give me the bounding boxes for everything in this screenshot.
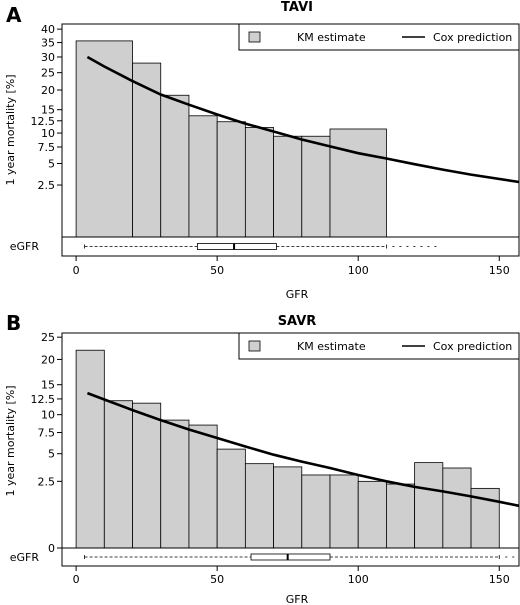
bar-tavi-2 (160, 94, 190, 238)
y-tick-label-tavi-1: 5 (48, 158, 55, 171)
x-tick-label-tavi-3: 150 (489, 264, 510, 277)
bar-savr-6 (244, 463, 274, 549)
y-tick-label-savr-1: 2.5 (38, 475, 56, 488)
x-tick-label-savr-0: 0 (73, 573, 80, 586)
x-tick-label-savr-2: 100 (348, 573, 369, 586)
legend-swatch-km-tavi (248, 31, 261, 43)
y-tick-label-tavi-7: 25 (41, 67, 55, 80)
legend-box-savr (238, 332, 520, 360)
bar-savr-10 (357, 480, 387, 549)
y-tick-label-savr-0: 0 (48, 542, 55, 555)
bar-savr-9 (329, 474, 359, 549)
y-axis-label-tavi: 1 year mortality [%] (4, 74, 17, 185)
legend-tavi: KM estimate Cox prediction (238, 23, 520, 51)
bar-savr-5 (216, 448, 246, 549)
x-tick-label-tavi-1: 50 (210, 264, 224, 277)
panel-savr: B SAVR 1 year mortality [%] eGFR GFR 0 2.… (4, 311, 520, 605)
bar-savr-4 (188, 424, 218, 549)
y-tick-label-tavi-8: 30 (41, 51, 55, 64)
bar-tavi-6 (273, 135, 303, 238)
panel-letter-b: B (6, 311, 21, 335)
bar-savr-0 (75, 349, 105, 549)
y-tick-label-tavi-4: 12.5 (31, 115, 56, 128)
legend-box-tavi (238, 23, 520, 51)
bar-savr-1 (103, 400, 133, 549)
x-axis-label-tavi: GFR (286, 288, 309, 301)
y-axis-label-savr: 1 year mortality [%] (4, 385, 17, 496)
x-tick-label-tavi-0: 0 (73, 264, 80, 277)
bar-savr-3 (160, 419, 190, 549)
bar-savr-11 (386, 483, 416, 549)
bar-tavi-4 (216, 121, 246, 238)
y-tick-label-tavi-3: 10 (41, 127, 55, 140)
bar-tavi-5 (244, 127, 274, 238)
legend-label-cox-tavi: Cox prediction (433, 31, 512, 44)
y-tick-label-tavi-0: 2.5 (38, 179, 56, 192)
bar-savr-12 (414, 462, 444, 549)
panel-tavi: A TAVI 1 year mortality [%] eGFR GFR 2.5… (4, 0, 520, 301)
legend-label-cox-savr: Cox prediction (433, 340, 512, 353)
y-tick-label-savr-7: 20 (41, 353, 55, 366)
boxplot-label-tavi: eGFR (10, 240, 40, 253)
x-tick-label-savr-1: 50 (210, 573, 224, 586)
bar-tavi-3 (188, 115, 218, 238)
y-tick-label-savr-5: 12.5 (31, 393, 56, 406)
x-axis-label-savr: GFR (286, 593, 309, 605)
x-tick-label-savr-3: 150 (489, 573, 510, 586)
y-tick-label-savr-2: 5 (48, 448, 55, 461)
cox-curve-savr (86, 391, 520, 508)
chart-title-savr: SAVR (278, 314, 317, 329)
boxplot-box-tavi (197, 243, 277, 250)
boxplot-box-savr (250, 553, 331, 561)
chart-title-tavi: TAVI (281, 0, 313, 15)
boxplot-label-savr: eGFR (10, 551, 40, 564)
cox-curve-tavi (86, 55, 520, 184)
bar-tavi-7 (301, 135, 331, 238)
y-tick-label-tavi-6: 20 (41, 84, 55, 97)
bar-savr-7 (273, 466, 303, 549)
y-tick-label-tavi-10: 40 (41, 23, 55, 36)
bar-savr-2 (132, 402, 162, 549)
bar-tavi-0 (75, 40, 133, 238)
y-tick-label-savr-3: 7.5 (38, 427, 56, 440)
legend-swatch-km-savr (248, 340, 261, 352)
bar-savr-8 (301, 474, 331, 549)
y-tick-label-tavi-5: 15 (41, 104, 55, 117)
panel-letter-a: A (6, 3, 22, 27)
legend-savr: KM estimate Cox prediction (238, 332, 520, 360)
bar-tavi-8 (329, 128, 387, 238)
legend-label-km-savr: KM estimate (297, 340, 366, 353)
y-tick-label-savr-4: 10 (41, 409, 55, 422)
x-tick-label-tavi-2: 100 (348, 264, 369, 277)
y-tick-label-savr-8: 25 (41, 331, 55, 344)
legend-label-km-tavi: KM estimate (297, 31, 366, 44)
y-tick-label-tavi-2: 7.5 (38, 141, 56, 154)
bar-savr-13 (442, 467, 472, 549)
y-tick-label-savr-6: 15 (41, 379, 55, 392)
y-tick-label-tavi-9: 35 (41, 37, 55, 50)
